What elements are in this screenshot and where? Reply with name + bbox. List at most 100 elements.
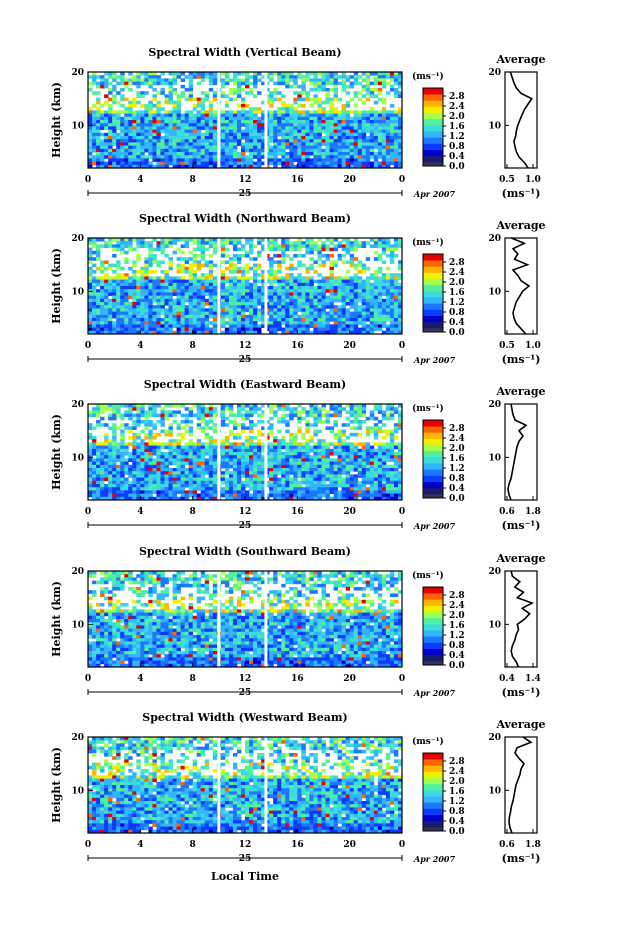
average-profile-line <box>509 71 533 169</box>
x-tick-label: 0 <box>399 840 405 850</box>
colorbar-band <box>423 790 443 797</box>
average-title: Average <box>495 219 545 232</box>
colorbar-band <box>423 475 443 482</box>
colorbar-band <box>423 88 443 95</box>
y-tick-label: 20 <box>71 567 84 577</box>
colorbar-band <box>423 654 443 662</box>
x-tick-label: 0 <box>85 674 91 684</box>
average-x-tick-label: 1.0 <box>525 341 541 351</box>
x-tick-label: 4 <box>137 175 143 185</box>
y-tick-label: 20 <box>71 733 84 743</box>
average-profile-line <box>510 570 535 668</box>
colorbar-tick-label: 0.4 <box>449 484 465 494</box>
x-tick-label: 4 <box>137 840 143 850</box>
x-tick-label: 16 <box>291 175 304 185</box>
colorbar-band <box>423 753 443 760</box>
x-tick-label: 20 <box>343 674 356 684</box>
date-day: 25 <box>239 355 252 365</box>
panel-title: Spectral Width (Southward Beam) <box>139 545 351 558</box>
colorbar-band <box>423 118 443 126</box>
colorbar-tick-label: 2.8 <box>449 92 465 102</box>
average-x-tick-label: 0.5 <box>499 175 515 185</box>
x-tick-label: 16 <box>291 674 304 684</box>
colorbar-band <box>423 814 443 822</box>
colorbar-band <box>423 106 443 113</box>
y-tick-label: 20 <box>71 68 84 78</box>
average-x-tick-label: 1.4 <box>525 674 541 684</box>
y-tick-label: 10 <box>71 287 84 297</box>
average-profile-line <box>511 237 531 335</box>
colorbar-band <box>423 802 443 809</box>
colorbar-tick-label: 1.2 <box>449 631 465 641</box>
x-tick-label: 20 <box>343 840 356 850</box>
heatmap <box>88 404 403 501</box>
panel-0: Spectral Width (Vertical Beam) 10 20 Height… <box>50 46 546 200</box>
colorbar-band <box>423 438 443 445</box>
colorbar-band <box>423 162 443 166</box>
colorbar-band <box>423 808 443 815</box>
average-title: Average <box>495 718 545 731</box>
y-axis-label: Height (km) <box>50 414 63 490</box>
date-day: 25 <box>239 688 252 698</box>
colorbar-tick-label: 2.0 <box>449 611 465 621</box>
x-tick-label: 4 <box>137 507 143 517</box>
average-profile-line <box>508 736 533 834</box>
colorbar-unit: (ms⁻¹) <box>412 237 444 248</box>
colorbar-band <box>423 481 443 489</box>
colorbar-band <box>423 272 443 279</box>
colorbar-tick-label: 1.6 <box>449 288 465 298</box>
panel-1: Spectral Width (Northward Beam) 10 20 Heigh… <box>50 212 546 366</box>
colorbar-tick-label: 2.0 <box>449 444 465 454</box>
y-tick-label: 20 <box>71 400 84 410</box>
x-tick-label: 16 <box>291 840 304 850</box>
y-tick-label: 10 <box>71 453 84 463</box>
colorbar-band <box>423 765 443 772</box>
colorbar-tick-label: 2.8 <box>449 258 465 268</box>
colorbar-band <box>423 796 443 803</box>
colorbar-band <box>423 617 443 625</box>
date-day: 25 <box>239 521 252 531</box>
average-y-tick-label: 10 <box>488 620 501 630</box>
colorbar-band <box>423 661 443 665</box>
colorbar-band <box>423 593 443 600</box>
colorbar-band <box>423 278 443 286</box>
y-axis-label: Height (km) <box>50 82 63 158</box>
average-frame <box>504 736 538 834</box>
colorbar-band <box>423 420 443 427</box>
colorbar-band <box>423 605 443 612</box>
average-title: Average <box>495 552 545 565</box>
colorbar-tick-label: 1.6 <box>449 454 465 464</box>
colorbar-band <box>423 155 443 163</box>
colorbar-tick-label: 0.4 <box>449 817 465 827</box>
colorbar-band <box>423 783 443 791</box>
colorbar-band <box>423 444 443 452</box>
x-tick-label: 16 <box>291 341 304 351</box>
colorbar-tick-label: 0.0 <box>449 494 465 504</box>
heatmap <box>88 238 403 335</box>
colorbar-band <box>423 94 443 101</box>
x-tick-label: 4 <box>137 674 143 684</box>
average-y-tick-label: 10 <box>488 121 501 131</box>
colorbar-band <box>423 457 443 464</box>
colorbar-band <box>423 587 443 594</box>
colorbar-tick-label: 2.8 <box>449 591 465 601</box>
heatmap <box>88 72 403 169</box>
average-title: Average <box>495 385 545 398</box>
colorbar-band <box>423 820 443 828</box>
colorbar-tick-label: 2.0 <box>449 777 465 787</box>
colorbar-band <box>423 137 443 144</box>
colorbar-band <box>423 309 443 316</box>
colorbar-band <box>423 771 443 778</box>
x-tick-label: 4 <box>137 341 143 351</box>
colorbar-tick-label: 1.2 <box>449 298 465 308</box>
date-day: 25 <box>239 189 252 199</box>
x-tick-label: 0 <box>85 507 91 517</box>
colorbar-band <box>423 624 443 631</box>
x-tick-label: 20 <box>343 507 356 517</box>
date-month-year: Apr 2007 <box>413 688 456 698</box>
colorbar-band <box>423 432 443 439</box>
colorbar-band <box>423 426 443 433</box>
colorbar-tick-label: 1.2 <box>449 132 465 142</box>
y-axis-label: Height (km) <box>50 747 63 823</box>
